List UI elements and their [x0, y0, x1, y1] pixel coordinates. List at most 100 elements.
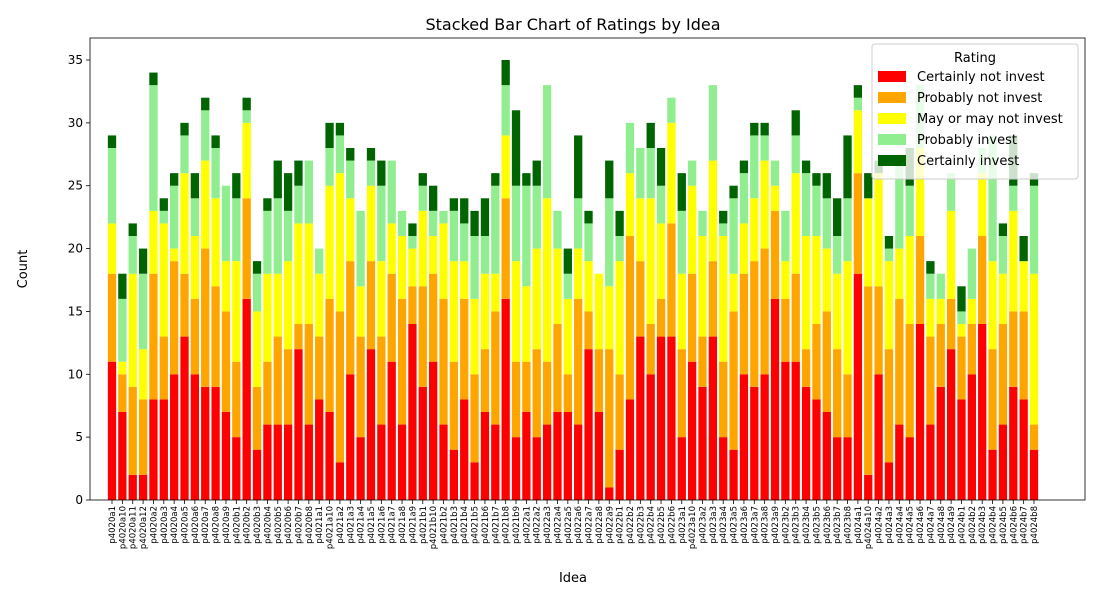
x-tick-label: p4023b5: [812, 506, 822, 544]
bar-segment: [232, 361, 241, 438]
bar-segment: [273, 198, 282, 274]
bar-segment: [884, 248, 894, 262]
bar-segment: [636, 336, 645, 500]
x-tick-label: p4023a4: [719, 506, 729, 544]
bar-segment: [646, 148, 655, 199]
bar-segment: [366, 148, 376, 161]
x-tick-label: p4020a11: [129, 506, 139, 549]
bar-segment: [698, 386, 707, 500]
x-tick-label: p4020b8: [305, 506, 315, 544]
bar-segment: [252, 311, 262, 387]
bar-segment: [180, 336, 189, 500]
bar-segment: [998, 424, 1008, 500]
bar-segment: [128, 223, 137, 236]
bar-segment: [397, 298, 407, 425]
bar-segment: [325, 298, 334, 412]
bar-segment: [926, 336, 935, 425]
bar-segment: [719, 223, 728, 236]
x-tick-label: p4024a8: [937, 506, 947, 544]
x-tick-label: p4021b8: [502, 506, 512, 544]
x-tick-label: p4020b1: [232, 506, 242, 544]
x-tick-label: p4023a10: [688, 506, 698, 549]
bar-segment: [304, 424, 313, 500]
bar-segment: [128, 474, 137, 500]
legend-box: [871, 43, 1079, 180]
bar-segment: [273, 160, 282, 199]
bar-segment: [750, 198, 759, 262]
x-tick-label: p4021b10: [429, 506, 439, 549]
x-tick-label: p4022a9: [605, 506, 615, 544]
bar-segment: [335, 122, 345, 136]
bar-segment: [1019, 261, 1028, 312]
bar-segment: [781, 261, 790, 299]
bar-segment: [812, 173, 821, 186]
bar-segment: [180, 122, 189, 136]
bar-segment: [1019, 399, 1028, 500]
legend-swatch: [878, 155, 906, 166]
x-tick-label: p4023a7: [750, 506, 760, 544]
x-tick-label: p4021b4: [460, 506, 470, 544]
bar-segment: [874, 173, 883, 287]
bar-segment: [252, 386, 262, 450]
legend-label: Certainly not invest: [917, 70, 1045, 85]
bar-segment: [978, 324, 987, 500]
bar-segment: [739, 273, 749, 375]
x-tick-label: p4023b7: [833, 506, 843, 544]
bar-segment: [615, 210, 624, 236]
bar-segment: [501, 198, 510, 299]
x-tick-label: p4023b6: [823, 506, 833, 544]
bar-segment: [138, 273, 148, 350]
bar-segment: [315, 336, 324, 400]
bar-segment: [998, 273, 1008, 324]
bar-segment: [107, 135, 117, 148]
bar-segment: [346, 374, 355, 500]
bar-segment: [594, 349, 604, 412]
bar-segment: [946, 173, 956, 211]
bar-segment: [843, 261, 852, 375]
bar-segment: [283, 261, 293, 350]
x-tick-label: p4024b2: [968, 506, 978, 544]
bar-segment: [687, 160, 697, 186]
bar-segment: [128, 236, 137, 274]
bar-segment: [532, 349, 541, 438]
bar-segment: [760, 160, 769, 249]
bar-segment: [107, 361, 117, 500]
x-tick-label: p4021b1: [419, 506, 429, 544]
x-tick-label: p4022a5: [564, 506, 574, 544]
y-tick-label: 0: [75, 493, 83, 507]
bar-segment: [708, 85, 717, 161]
y-axis-label: Count: [16, 250, 31, 289]
bar-segment: [273, 273, 282, 337]
x-tick-label: p4024a4: [895, 506, 905, 544]
x-tick-label: p4022a3: [543, 506, 553, 544]
bar-segment: [201, 110, 210, 161]
bar-segment: [843, 437, 852, 500]
bar-segment: [460, 298, 469, 400]
bar-segment: [853, 110, 863, 174]
bar-segment: [884, 236, 894, 249]
bar-segment: [719, 210, 728, 224]
bar-segment: [812, 236, 821, 324]
bar-segment: [625, 122, 635, 174]
bar-segment: [377, 261, 386, 337]
bar-segment: [719, 361, 728, 438]
bar-segment: [770, 185, 780, 211]
bar-segment: [853, 97, 863, 111]
bar-segment: [449, 210, 459, 262]
bar-segment: [429, 361, 438, 500]
bar-segment: [201, 386, 210, 500]
x-tick-label: p4020b5: [274, 506, 284, 544]
bar-segment: [853, 273, 863, 500]
bar-segment: [138, 474, 148, 500]
bar-segment: [781, 361, 790, 500]
bar-segment: [397, 236, 407, 299]
bar-segment: [770, 210, 780, 299]
bar-segment: [491, 424, 500, 500]
bar-segment: [760, 122, 769, 136]
bar-segment: [895, 160, 904, 249]
bar-segment: [719, 437, 728, 500]
bar-segment: [532, 248, 541, 350]
bar-segment: [864, 286, 873, 475]
x-tick-label: p4021a2: [336, 506, 346, 544]
bar-segment: [377, 424, 386, 500]
